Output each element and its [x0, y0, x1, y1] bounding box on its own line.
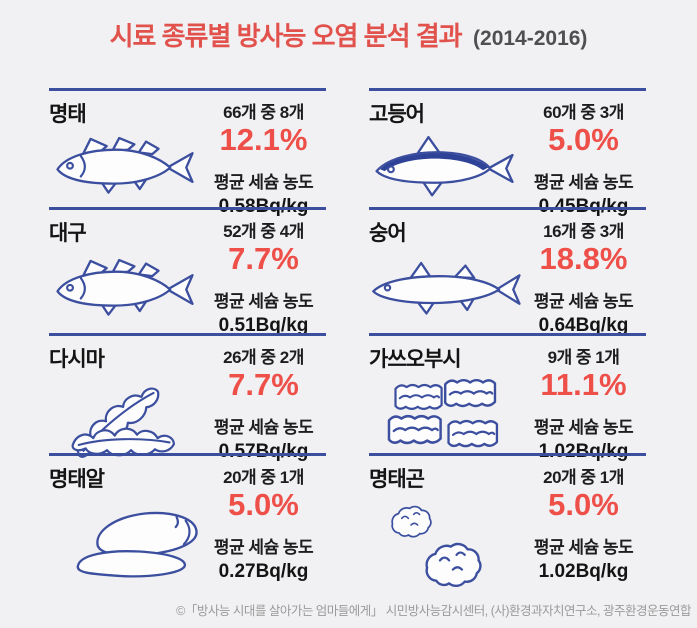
kelp-icon: [49, 373, 201, 463]
sample-card-pollack-milt: 명태곤: [369, 453, 646, 590]
copyright-credit: ©「방사능 시대를 살아가는 엄마들에게」 시민방사능감시센터, (사)환경과자…: [176, 604, 691, 618]
sample-count: 66개 중 8개: [223, 103, 304, 122]
sample-name: 명태알: [49, 468, 105, 491]
avg-cesium-label: 평균 세슘 농도: [533, 418, 634, 438]
avg-cesium-value: 0.64Bq/kg: [538, 315, 629, 337]
avg-cesium-label: 평균 세슘 농도: [533, 173, 634, 193]
cod-fish-icon: [49, 247, 201, 333]
sample-count: 20개 중 1개: [223, 468, 304, 487]
sample-card-mackerel: 고등어 60개 중 3개 5.0% 평균 세슘 농도 0.45Bq/kg: [369, 88, 646, 217]
sample-name: 대구: [49, 222, 87, 245]
pollack-fish-icon: [49, 128, 201, 207]
avg-cesium-value: 0.57Bq/kg: [218, 441, 309, 463]
title-period: (2014-2016): [473, 27, 588, 50]
mullet-fish-icon: [369, 247, 521, 333]
avg-cesium-value: 0.51Bq/kg: [218, 315, 309, 337]
pollack-milt-icon: [369, 493, 521, 590]
title-text: 시료 종류별 방사능 오염 분석 결과: [109, 21, 463, 51]
sample-count: 26개 중 2개: [223, 348, 304, 367]
avg-cesium-value: 0.58Bq/kg: [218, 196, 309, 218]
detection-percent: 7.7%: [228, 241, 299, 276]
mackerel-fish-icon: [369, 128, 521, 207]
sample-card-katsuobushi: 가쓰오부시: [369, 333, 646, 462]
sample-name: 가쓰오부시: [369, 348, 462, 371]
sample-card-cod: 대구 52개 중 4개 7: [49, 207, 326, 336]
sample-name: 다시마: [49, 348, 105, 371]
detection-percent: 5.0%: [548, 487, 619, 522]
sample-card-mullet: 숭어 16개 중 3개 18.8% 평균 세슘 농도: [369, 207, 646, 336]
avg-cesium-label: 평균 세슘 농도: [533, 538, 634, 558]
sample-name: 숭어: [369, 222, 407, 245]
sample-name: 명태: [49, 103, 87, 126]
avg-cesium-value: 1.02Bq/kg: [538, 561, 629, 583]
avg-cesium-value: 0.27Bq/kg: [218, 561, 309, 583]
pollack-roe-icon: [49, 493, 201, 590]
detection-percent: 7.7%: [228, 367, 299, 402]
detection-percent: 11.1%: [540, 367, 627, 402]
avg-cesium-label: 평균 세슘 농도: [213, 292, 314, 312]
avg-cesium-value: 1.02Bq/kg: [538, 441, 629, 463]
katsuobushi-flakes-icon: [369, 373, 521, 461]
sample-name: 고등어: [369, 103, 425, 126]
avg-cesium-label: 평균 세슘 농도: [213, 173, 314, 193]
sample-count: 60개 중 3개: [543, 103, 624, 122]
sample-card-pollack: 명태 66개 중 8개 1: [49, 88, 326, 217]
avg-cesium-label: 평균 세슘 농도: [213, 538, 314, 558]
avg-cesium-label: 평균 세슘 농도: [213, 418, 314, 438]
sample-grid: 명태 66개 중 8개 1: [49, 88, 646, 590]
avg-cesium-label: 평균 세슘 농도: [533, 292, 634, 312]
sample-count: 9개 중 1개: [547, 348, 620, 367]
sample-name: 명태곤: [369, 468, 425, 491]
sample-card-pollack-roe: 명태알 20개 중 1개 5.0% 평균 세슘 농도 0.27Bq/kg: [49, 453, 326, 590]
detection-percent: 18.8%: [539, 241, 628, 276]
detection-percent: 5.0%: [548, 122, 619, 157]
sample-count: 20개 중 1개: [543, 468, 624, 487]
page-title: 시료 종류별 방사능 오염 분석 결과 (2014-2016): [0, 0, 697, 53]
sample-count: 16개 중 3개: [543, 222, 624, 241]
sample-card-kelp: 다시마 26개 중 2개 7: [49, 333, 326, 463]
detection-percent: 5.0%: [228, 487, 299, 522]
avg-cesium-value: 0.45Bq/kg: [538, 196, 629, 218]
sample-count: 52개 중 4개: [223, 222, 304, 241]
detection-percent: 12.1%: [219, 122, 308, 157]
